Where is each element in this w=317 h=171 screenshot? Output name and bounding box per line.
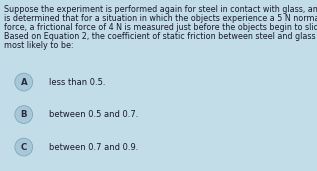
Text: B: B xyxy=(21,110,27,119)
Text: between 0.7 and 0.9.: between 0.7 and 0.9. xyxy=(49,143,139,152)
Text: between 0.5 and 0.7.: between 0.5 and 0.7. xyxy=(49,110,139,119)
Text: force, a frictional force of 4 N is measured just before the objects begin to sl: force, a frictional force of 4 N is meas… xyxy=(4,23,317,32)
Text: C: C xyxy=(21,143,27,152)
Text: A: A xyxy=(21,78,27,87)
Text: less than 0.5.: less than 0.5. xyxy=(49,78,106,87)
Text: Based on Equation 2, the coefficient of static friction between steel and glass : Based on Equation 2, the coefficient of … xyxy=(4,32,317,41)
Text: most likely to be:: most likely to be: xyxy=(4,41,74,50)
Text: Suppose the experiment is performed again for steel in contact with glass, and i: Suppose the experiment is performed agai… xyxy=(4,5,317,14)
Text: is determined that for a situation in which the objects experience a 5 N normal: is determined that for a situation in wh… xyxy=(4,14,317,23)
